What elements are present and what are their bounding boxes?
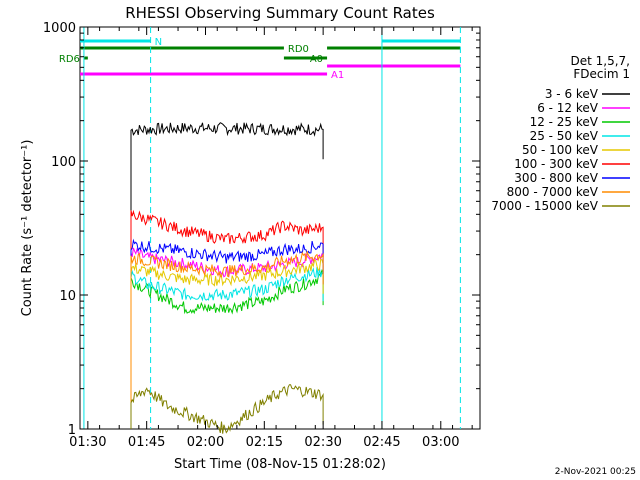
series-line [130, 238, 324, 429]
series-line [130, 384, 324, 434]
x-tick-label: 03:00 [422, 435, 459, 450]
y-axis-ticks: 1 10 100 1000 [43, 21, 480, 438]
flag-bar-label: RD0 [288, 44, 309, 55]
series-line [130, 209, 324, 429]
plot-area [79, 26, 481, 430]
legend-label: 100 - 300 keV [514, 157, 598, 171]
x-axis-ticks: 01:30 01:45 02:00 02:15 02:30 02:45 03:00 [69, 27, 473, 450]
legend-label: 25 - 50 keV [530, 129, 599, 143]
x-tick-label: 01:30 [69, 435, 106, 450]
y-tick-label: 10 [59, 289, 76, 304]
series-line [130, 268, 324, 429]
flag-bar-label: N [155, 37, 162, 48]
y-tick-label: 1 [68, 423, 76, 438]
legend-label: 12 - 25 keV [530, 115, 599, 129]
x-tick-label: 02:30 [304, 435, 341, 450]
vertical-markers [83, 27, 461, 429]
legend-label: 3 - 6 keV [545, 87, 599, 101]
flag-bar-label: A0 [310, 54, 323, 65]
chart-title: RHESSI Observing Summary Count Rates [125, 4, 435, 22]
x-tick-label: 01:45 [128, 435, 165, 450]
series-line [130, 251, 324, 429]
flag-bars: N RD0 RD6 A0 A1 [59, 37, 461, 81]
legend-label: 6 - 12 keV [537, 101, 599, 115]
flag-bar-label: A1 [331, 70, 344, 81]
legend-label: 7000 - 15000 keV [491, 199, 598, 213]
series-lines [130, 122, 324, 434]
legend-label: 800 - 7000 keV [507, 185, 599, 199]
legend-title: Det 1,5,7, [571, 54, 631, 68]
timestamp: 2-Nov-2021 00:25 [555, 467, 636, 477]
x-tick-label: 02:00 [187, 435, 224, 450]
legend-label: 50 - 100 keV [522, 143, 599, 157]
y-tick-label: 100 [51, 155, 76, 170]
y-axis-label: Count Rate (s⁻¹ detector⁻¹) [20, 140, 35, 317]
y-tick-label: 1000 [43, 21, 76, 36]
series-line [130, 258, 324, 429]
x-tick-label: 02:15 [246, 435, 283, 450]
x-tick-label: 02:45 [363, 435, 400, 450]
x-axis-label: Start Time (08-Nov-15 01:28:02) [174, 457, 386, 472]
legend-label: 300 - 800 keV [514, 171, 598, 185]
flag-bar-label: RD6 [59, 54, 80, 65]
legend-title: FDecim 1 [573, 67, 630, 81]
series-line [130, 122, 324, 429]
